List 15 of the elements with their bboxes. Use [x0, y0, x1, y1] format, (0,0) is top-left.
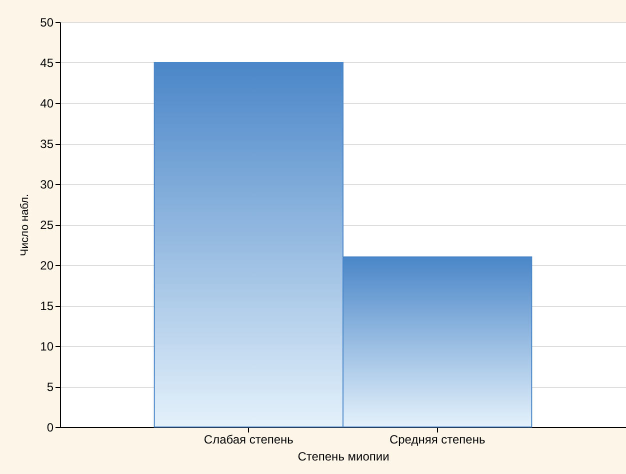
y-tick-label: 25 — [40, 218, 54, 232]
y-tick-label: 5 — [46, 380, 54, 394]
y-tick-label: 10 — [40, 340, 54, 354]
y-tick-label: 45 — [40, 56, 54, 70]
y-tick-label: 35 — [40, 137, 54, 151]
y-tick-label: 15 — [40, 299, 54, 313]
y-tick-label: 50 — [40, 16, 54, 30]
y-axis-title: Число набл. — [19, 194, 32, 256]
y-tick-label: 30 — [40, 178, 54, 192]
x-tick-label: Слабая степень — [204, 432, 294, 446]
y-tick-label: 20 — [40, 258, 54, 272]
y-tick-label: 0 — [46, 420, 54, 434]
x-axis-title: Степень миопии — [298, 450, 390, 464]
x-tick-label: Средняя степень — [389, 432, 486, 446]
y-tick-label: 40 — [40, 96, 54, 110]
